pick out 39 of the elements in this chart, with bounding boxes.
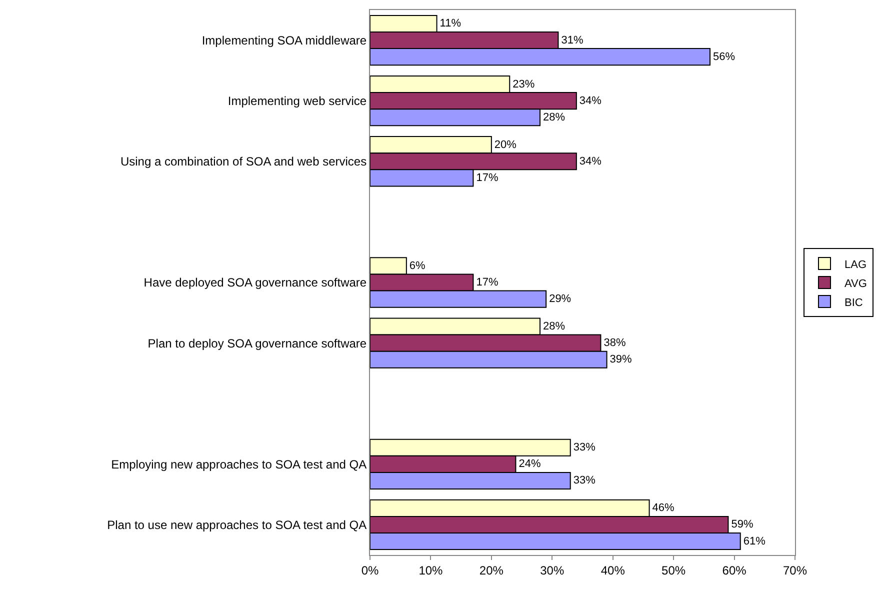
data-label: 28% [543, 111, 566, 124]
x-tick-label: 60% [722, 563, 747, 578]
data-label: 38% [604, 337, 626, 350]
y-tick-label: Employing new approaches to SOA test and QA [111, 457, 367, 472]
legend-label: LAG [844, 258, 867, 271]
legend-label: AVG [844, 278, 867, 290]
data-label: 61% [743, 535, 766, 548]
y-tick-label: Plan to deploy SOA governance software [148, 336, 367, 350]
x-tick-label: 70% [782, 563, 808, 578]
data-label: 31% [561, 34, 584, 46]
y-tick-label: Have deployed SOA governance software [144, 276, 367, 290]
data-label: 33% [573, 474, 596, 487]
x-tick-label: 10% [418, 563, 444, 578]
y-tick-label: Plan to use new approaches to SOA test and QA [107, 518, 367, 532]
data-label: 17% [476, 276, 498, 288]
y-tick-label: Implementing SOA middleware [202, 33, 367, 48]
data-label: 46% [652, 502, 675, 514]
data-label: 56% [713, 50, 736, 63]
data-label: 34% [579, 94, 602, 107]
y-tick-label: Implementing web service [228, 94, 367, 108]
x-tick-label: 20% [479, 563, 504, 578]
data-label: 20% [494, 138, 517, 151]
data-label: 23% [512, 78, 535, 90]
data-label: 33% [573, 442, 596, 454]
y-tick-label: Using a combination of SOA and web services [120, 154, 367, 169]
data-label: 39% [610, 354, 632, 366]
data-label: 28% [543, 320, 566, 333]
data-label: 17% [476, 172, 498, 184]
data-label: 59% [731, 518, 754, 531]
data-label: 34% [579, 155, 602, 168]
x-tick-label: 30% [540, 563, 564, 578]
x-tick-label: 0% [361, 563, 379, 578]
data-label: 24% [518, 458, 541, 470]
data-label: 6% [409, 260, 426, 272]
x-tick-label: 50% [662, 563, 686, 578]
x-tick-label: 40% [600, 563, 626, 578]
legend-label: BIC [844, 296, 863, 309]
data-label: 29% [549, 293, 572, 306]
data-label: 11% [440, 18, 462, 30]
